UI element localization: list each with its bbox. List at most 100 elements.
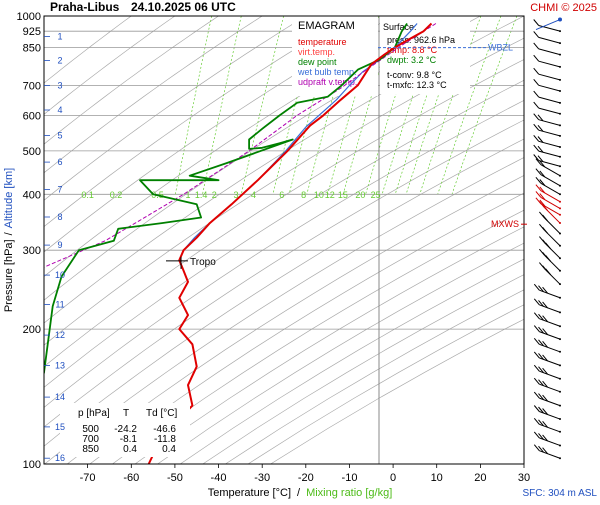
wind-barb-dot xyxy=(559,112,561,115)
temperature-tick-label: 30 xyxy=(518,472,530,484)
wind-barb-staff xyxy=(538,129,561,137)
wind-barb-staff xyxy=(539,423,561,433)
wind-barb-feather xyxy=(535,158,542,166)
wind-barb xyxy=(539,223,561,247)
wind-barb-staff xyxy=(539,450,561,459)
mixing-ratio-label: 8 xyxy=(301,190,306,200)
wind-barb xyxy=(533,364,561,380)
wind-barb-dot xyxy=(559,311,561,314)
station-name: Praha-Libus xyxy=(50,0,120,14)
wind-barb xyxy=(533,325,561,341)
wind-barb-staff xyxy=(539,289,561,299)
wind-barb xyxy=(533,101,561,115)
wind-barb-feather xyxy=(538,300,544,307)
wind-barb-feather xyxy=(533,444,540,452)
wind-barb-staff xyxy=(538,96,561,104)
wind-barb-dot xyxy=(559,404,561,407)
mixing-ratio-label: 2 xyxy=(212,190,217,200)
wind-barb-dot xyxy=(559,146,561,149)
temperature-tick-label: -40 xyxy=(211,472,227,484)
dry-adiabat xyxy=(134,226,524,464)
wind-barb-dot xyxy=(559,193,561,196)
profiles xyxy=(44,22,437,464)
surface-title: Surface: xyxy=(383,22,417,32)
wind-barb-feather xyxy=(533,67,540,75)
wind-barb-feather xyxy=(542,328,548,335)
wind-barb-dot xyxy=(559,444,561,447)
wind-barb xyxy=(535,184,561,203)
wind-barb-feather xyxy=(533,54,540,62)
mixing-ratio-label: 1.4 xyxy=(195,190,208,200)
wind-barb-feather xyxy=(533,405,540,412)
legend-title: EMAGRAM xyxy=(298,20,355,32)
wind-barb-dot xyxy=(559,90,561,93)
wind-barb-feather xyxy=(537,124,544,132)
wind-barb-feather xyxy=(542,226,548,234)
wind-barb xyxy=(535,158,561,177)
wind-barb-feather xyxy=(542,394,548,402)
mixing-ratio-label: 10 xyxy=(314,190,324,200)
table-row-t: -24.2 xyxy=(114,424,137,435)
tropopause-marker: Tropo xyxy=(166,256,216,269)
wind-barb-dot xyxy=(559,377,561,380)
wind-barb-feather xyxy=(542,286,548,294)
wind-barb-feather xyxy=(539,193,546,200)
wind-barb-feather xyxy=(537,155,544,163)
wind-barb-dot xyxy=(559,101,561,104)
legend-item-wet-bulb: wet bulb temp. xyxy=(297,67,357,77)
wind-barb-feather xyxy=(533,144,540,152)
pressure-tick-label: 200 xyxy=(23,324,41,336)
wind-barb-staff xyxy=(538,60,561,68)
wind-barb-dot xyxy=(559,78,561,81)
pressure-tick-label: 500 xyxy=(23,146,41,158)
ylabel-altitude: Altitude [km] xyxy=(3,168,15,229)
pressure-tick-label: 1000 xyxy=(17,11,41,23)
wind-barb-feather xyxy=(538,433,544,440)
mixing-ratio-label: 6 xyxy=(279,190,284,200)
pressure-tick-label: 700 xyxy=(23,80,41,92)
wind-barb-feather xyxy=(533,90,540,98)
wind-barb-feather xyxy=(542,380,548,388)
wind-barb-dot xyxy=(559,53,561,56)
wbzl-label: WBZL xyxy=(488,43,513,53)
wind-barb-dot xyxy=(558,17,562,22)
wind-barb-staff xyxy=(538,25,561,32)
wind-barb xyxy=(535,168,561,187)
wind-barb xyxy=(533,123,561,137)
altitude-tick-label: 7 xyxy=(57,185,62,195)
wind-barb-feather xyxy=(533,31,540,38)
wind-barb-dot xyxy=(559,430,561,433)
wind-barb xyxy=(533,298,561,314)
pressure-tick-labels: 100 200 300 400 500 600 700 850 925 1000 xyxy=(17,11,41,471)
temperature-tick-label: -50 xyxy=(167,472,183,484)
wind-barb-feather xyxy=(542,408,548,415)
mixing-ratio-label: 20 xyxy=(355,190,365,200)
wind-barb xyxy=(533,154,561,168)
dry-adiabat xyxy=(44,79,524,388)
wind-barb-dot xyxy=(559,418,561,421)
wind-barb xyxy=(539,236,561,260)
temperature-tick-label: 0 xyxy=(390,472,396,484)
legend-item-parcel: udpraft v.temp. xyxy=(298,77,357,87)
altitude-tick-label: 6 xyxy=(57,157,62,167)
wind-barb-feather xyxy=(537,114,544,122)
altitude-tick-label: 15 xyxy=(55,422,65,432)
summary-table: p [hPa] T Td [°C] 500 -24.2 -46.6 700 -8… xyxy=(60,403,190,457)
y-axis-title-text: Pressure [hPa] / Altitude [km] xyxy=(3,168,15,312)
dry-adiabat xyxy=(44,99,524,408)
wind-barb-dot xyxy=(559,338,561,341)
ylabel-pressure: Pressure [hPa] xyxy=(3,239,15,312)
temperature-tick-label: -30 xyxy=(254,472,270,484)
wind-barb-feather xyxy=(539,170,546,178)
wind-barb-staff xyxy=(538,73,561,81)
altitude-tick-label: 1 xyxy=(57,32,62,42)
temperature-tick-label: 20 xyxy=(474,472,486,484)
copyright: CHMI © 2025 xyxy=(530,2,597,14)
legend-item-dew-point: dew point xyxy=(298,57,337,67)
wind-barb xyxy=(533,113,561,127)
altitude-tick-label: 11 xyxy=(55,300,64,310)
parcel-profile xyxy=(44,23,437,268)
altitude-tick-label: 9 xyxy=(57,240,62,250)
sounding-datetime: 24.10.2025 06 UTC xyxy=(131,0,236,14)
altitude-tick-label: 3 xyxy=(57,80,62,90)
